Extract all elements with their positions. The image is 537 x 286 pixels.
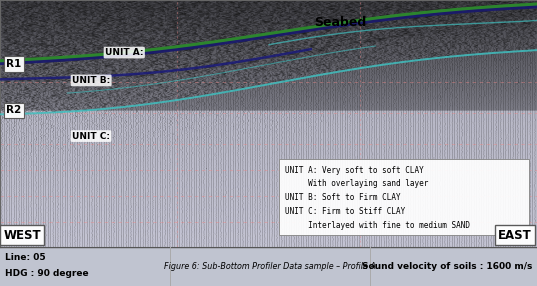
Text: WEST: WEST — [3, 229, 41, 241]
FancyBboxPatch shape — [279, 159, 529, 235]
Text: UNIT A:: UNIT A: — [105, 48, 143, 57]
Text: R1: R1 — [6, 59, 21, 69]
Text: With overlaying sand layer: With overlaying sand layer — [285, 180, 429, 188]
Text: UNIT C:: UNIT C: — [72, 132, 110, 140]
Text: UNIT A: Very soft to soft CLAY: UNIT A: Very soft to soft CLAY — [285, 166, 424, 174]
Text: UNIT B:: UNIT B: — [72, 76, 110, 85]
Text: UNIT B: Soft to Firm CLAY: UNIT B: Soft to Firm CLAY — [285, 193, 401, 202]
Text: HDG : 90 degree: HDG : 90 degree — [5, 269, 89, 278]
Text: Figure 6: Sub-Bottom Profiler Data sample – Profile A: Figure 6: Sub-Bottom Profiler Data sampl… — [164, 262, 376, 271]
Text: Seabed: Seabed — [314, 16, 366, 29]
Text: Interlayed with fine to medium SAND: Interlayed with fine to medium SAND — [285, 221, 470, 230]
Text: Sound velocity of soils : 1600 m/s: Sound velocity of soils : 1600 m/s — [361, 262, 532, 271]
Text: Line: 05: Line: 05 — [5, 253, 46, 262]
Text: R2: R2 — [6, 105, 21, 115]
Text: EAST: EAST — [498, 229, 532, 241]
Text: UNIT C: Firm to Stiff CLAY: UNIT C: Firm to Stiff CLAY — [285, 207, 405, 216]
